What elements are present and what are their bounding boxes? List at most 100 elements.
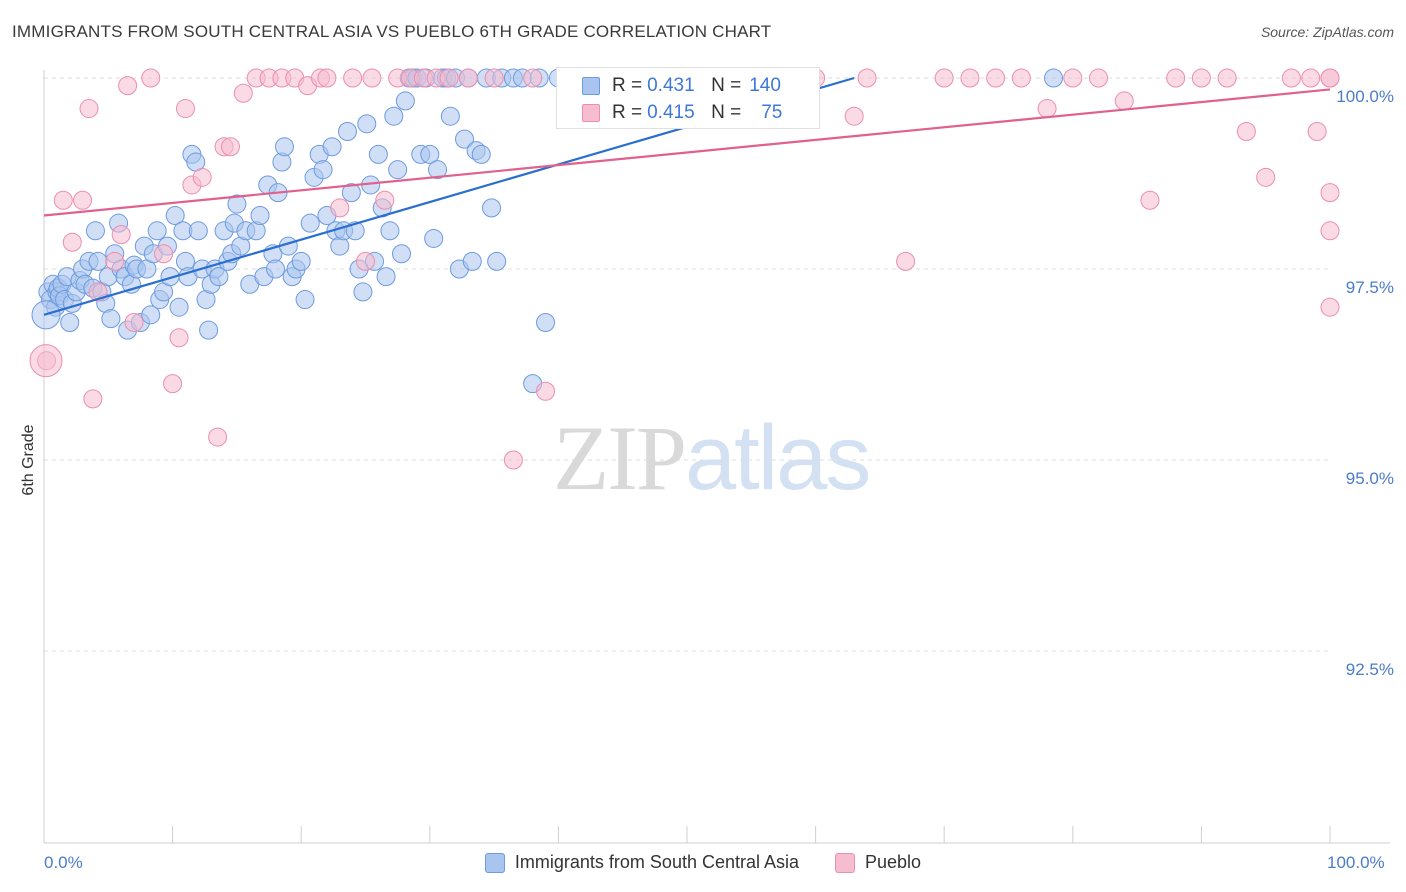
blue-point-10 bbox=[60, 312, 80, 332]
y-tick-label-100: 100.0% bbox=[1336, 87, 1394, 106]
pink-point-72 bbox=[1320, 183, 1340, 203]
pink-point-1 bbox=[53, 190, 73, 210]
y-axis-label: 6th Grade bbox=[20, 424, 37, 496]
pink-point-67 bbox=[1281, 68, 1301, 88]
pink-point-13 bbox=[163, 374, 183, 394]
pink-point-40 bbox=[484, 68, 504, 88]
pink-point-56 bbox=[1011, 68, 1031, 88]
legend-r-label: R = bbox=[612, 102, 643, 123]
pink-point-29 bbox=[330, 198, 350, 218]
pink-point-68 bbox=[1301, 68, 1321, 88]
blue-point-95 bbox=[368, 144, 388, 164]
pink-point-50 bbox=[844, 106, 864, 126]
legend-swatch-blue bbox=[582, 77, 600, 95]
source-credit: Source: ZipAtlas.com bbox=[1260, 24, 1394, 40]
blue-point-43 bbox=[169, 297, 189, 317]
blue-point-123 bbox=[487, 251, 507, 271]
blue-point-49 bbox=[188, 221, 208, 241]
correlation-legend: R = 0.431 N = 140 R = 0.415 N = 75 bbox=[556, 67, 820, 129]
pink-point-53 bbox=[934, 68, 954, 88]
pink-point-12 bbox=[154, 244, 174, 264]
blue-point-65 bbox=[250, 206, 270, 226]
pink-point-17 bbox=[192, 167, 212, 187]
blue-point-77 bbox=[295, 290, 315, 310]
pink-point-58 bbox=[1063, 68, 1083, 88]
pink-point-55 bbox=[986, 68, 1006, 88]
pink-point-63 bbox=[1191, 68, 1211, 88]
blue-point-118 bbox=[462, 251, 482, 271]
blue-point-110 bbox=[428, 160, 448, 180]
pink-trend-line bbox=[43, 88, 1331, 217]
blue-point-92 bbox=[357, 114, 377, 134]
watermark: ZIPatlas bbox=[553, 405, 871, 511]
legend-label-pueblo: Pueblo bbox=[865, 852, 922, 872]
legend-r-label: R = bbox=[612, 75, 643, 96]
pink-point-33 bbox=[375, 190, 395, 210]
pink-point-51 bbox=[857, 68, 877, 88]
pink-point-18 bbox=[208, 427, 228, 447]
pink-point-38 bbox=[439, 68, 459, 88]
pink-point-39 bbox=[458, 68, 478, 88]
pink-point-43 bbox=[536, 381, 556, 401]
pink-point-60 bbox=[1114, 91, 1134, 111]
blue-point-87 bbox=[337, 121, 357, 141]
pink-point-54 bbox=[960, 68, 980, 88]
blue-point-76 bbox=[291, 251, 311, 271]
y-tick-label-92-5: 92.5% bbox=[1345, 660, 1394, 679]
pink-point-65 bbox=[1236, 121, 1256, 141]
legend-n-label: N = bbox=[711, 75, 742, 96]
chart-title: IMMIGRANTS FROM SOUTH CENTRAL ASIA VS PU… bbox=[12, 22, 772, 41]
pink-point-7 bbox=[105, 251, 125, 271]
pink-point-66 bbox=[1256, 167, 1276, 187]
axes bbox=[43, 70, 1390, 844]
pink-point-64 bbox=[1217, 68, 1237, 88]
pink-point-15 bbox=[175, 99, 195, 119]
blue-point-60 bbox=[227, 194, 247, 214]
blue-point-109 bbox=[424, 228, 444, 248]
pink-point-10 bbox=[124, 312, 144, 332]
blue-point-52 bbox=[199, 320, 219, 340]
blue-point-98 bbox=[380, 221, 400, 241]
legend-swatch-pink bbox=[582, 104, 600, 122]
watermark-zip: ZIP bbox=[553, 407, 687, 509]
pink-point-9 bbox=[118, 76, 138, 96]
legend-swatch-pueblo bbox=[835, 852, 856, 873]
blue-point-88 bbox=[341, 183, 361, 203]
pink-point-52 bbox=[896, 251, 916, 271]
blue-point-19 bbox=[88, 251, 108, 271]
pink-point-61 bbox=[1140, 190, 1160, 210]
x-tick-label-min: 0.0% bbox=[44, 853, 83, 872]
pink-point-70 bbox=[1320, 297, 1340, 317]
pink-point-large bbox=[29, 344, 63, 378]
pink-point-20 bbox=[220, 137, 240, 157]
blue-point-108 bbox=[420, 144, 440, 164]
blue-point-23 bbox=[101, 309, 121, 329]
blue-point-69 bbox=[265, 259, 285, 279]
legend-row-pink: R = 0.415 N = 75 bbox=[557, 99, 782, 127]
blue-point-138 bbox=[1044, 68, 1064, 88]
blue-point-97 bbox=[376, 267, 396, 287]
legend-swatch-immigrants bbox=[484, 852, 505, 873]
legend-row-blue: R = 0.431 N = 140 bbox=[557, 72, 781, 100]
blue-point-37 bbox=[147, 221, 167, 241]
blue-point-102 bbox=[395, 91, 415, 111]
legend-label-immigrants: Immigrants from South Central Asia bbox=[514, 852, 800, 872]
watermark-atlas: atlas bbox=[685, 407, 871, 509]
x-tick-label-max: 100.0% bbox=[1327, 853, 1385, 872]
legend-r-value: 0.415 bbox=[647, 102, 695, 123]
pink-point-57 bbox=[1037, 99, 1057, 119]
blue-point-129 bbox=[536, 312, 556, 332]
pink-point-8 bbox=[111, 225, 131, 245]
pink-point-74 bbox=[1320, 68, 1340, 88]
pink-point-73 bbox=[1320, 221, 1340, 241]
legend-r-value: 0.431 bbox=[647, 75, 695, 96]
pink-point-30 bbox=[343, 68, 363, 88]
blue-point-83 bbox=[322, 137, 342, 157]
series-pink-points bbox=[29, 68, 1340, 470]
pink-point-2 bbox=[62, 232, 82, 252]
pink-point-14 bbox=[169, 328, 189, 348]
pink-point-69 bbox=[1307, 121, 1327, 141]
blue-point-81 bbox=[313, 160, 333, 180]
blue-point-55 bbox=[209, 267, 229, 287]
legend-n-label: N = bbox=[711, 102, 742, 123]
